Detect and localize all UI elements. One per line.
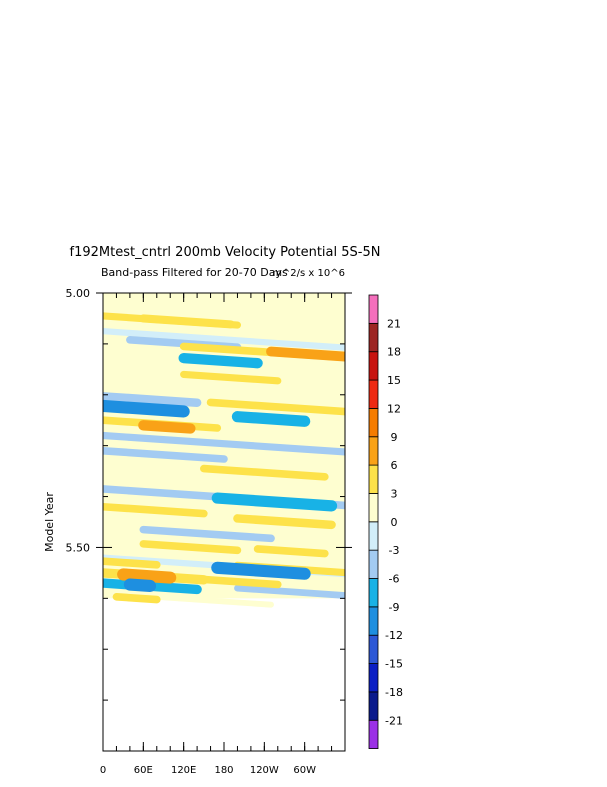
y-tick-label: 5.00 bbox=[66, 287, 91, 300]
contour-band bbox=[139, 314, 235, 329]
contour-band bbox=[211, 561, 311, 580]
x-tick-label: 60W bbox=[293, 765, 316, 776]
contour-band bbox=[103, 399, 190, 418]
contour-band bbox=[253, 545, 329, 558]
contour-band bbox=[103, 392, 202, 407]
legend-label: 9 bbox=[391, 431, 398, 444]
contour-band bbox=[103, 431, 345, 456]
contour-band bbox=[206, 398, 345, 416]
contour-band bbox=[103, 502, 208, 518]
x-tick-label: 60E bbox=[134, 765, 153, 776]
contour-band bbox=[103, 328, 345, 351]
legend-swatch bbox=[368, 493, 379, 523]
legend-swatch bbox=[368, 606, 379, 636]
legend-swatch bbox=[368, 521, 379, 551]
legend-swatch bbox=[368, 691, 379, 721]
contour-band bbox=[103, 519, 345, 541]
contour-band bbox=[103, 302, 345, 324]
contour-field bbox=[103, 293, 345, 608]
legend-label: -9 bbox=[389, 601, 400, 614]
x-tick-label: 0 bbox=[100, 765, 106, 776]
legend-label: -21 bbox=[385, 714, 403, 727]
legend-swatch bbox=[368, 351, 379, 381]
legend-swatch bbox=[368, 379, 379, 409]
legend-label: -6 bbox=[389, 573, 400, 586]
contour-band bbox=[112, 593, 161, 604]
legend-swatch bbox=[368, 436, 379, 466]
legend-label: 6 bbox=[391, 459, 398, 472]
chart-title: f192Mtest_cntrl 200mb Velocity Potential… bbox=[70, 245, 381, 260]
legend-label: -15 bbox=[385, 658, 403, 671]
legend-swatch bbox=[368, 578, 379, 608]
x-tick-label: 120E bbox=[171, 765, 196, 776]
chart-subtitle: Band-pass Filtered for 20-70 Days bbox=[101, 266, 288, 279]
legend-swatch bbox=[368, 464, 379, 494]
contour-band bbox=[266, 346, 345, 362]
color-legend: -21 -18 -15 -12 -9 -6 -3 0 3 6 9 12 15 18 21 bbox=[368, 294, 403, 750]
y-axis-label: Model Year bbox=[43, 492, 56, 552]
contour-band bbox=[139, 540, 242, 555]
legend-label: -3 bbox=[389, 544, 400, 557]
legend-label: 3 bbox=[391, 487, 398, 500]
legend-swatch bbox=[368, 322, 379, 353]
contour-band bbox=[103, 379, 345, 401]
legend-label: 0 bbox=[391, 516, 398, 529]
x-tick-label: 180 bbox=[214, 765, 233, 776]
contour-band bbox=[139, 525, 275, 543]
legend-swatch bbox=[368, 294, 379, 324]
legend-label: 12 bbox=[387, 402, 401, 415]
axes: 0 60E 120E 180 120W 60W 5.00 5.50 bbox=[66, 287, 352, 776]
contour-band bbox=[233, 514, 336, 530]
legend-swatch bbox=[368, 663, 379, 693]
contour-band bbox=[117, 568, 177, 584]
contour-band bbox=[138, 420, 196, 434]
contour-band bbox=[200, 464, 329, 481]
legend-label: 15 bbox=[387, 374, 401, 387]
contour-band bbox=[193, 575, 282, 589]
legend-label: 21 bbox=[387, 317, 401, 330]
contour-band bbox=[103, 446, 228, 463]
legend-label: -12 bbox=[385, 629, 403, 642]
contour-band bbox=[178, 352, 263, 369]
legend-label: -18 bbox=[385, 686, 403, 699]
units-label: m^2/s x 10^6 bbox=[272, 268, 345, 279]
legend-swatch bbox=[368, 407, 379, 438]
contour-band bbox=[234, 584, 345, 599]
legend-swatch bbox=[368, 719, 379, 750]
legend-swatch bbox=[368, 634, 379, 664]
x-tick-label: 120W bbox=[250, 765, 279, 776]
contour-band bbox=[231, 411, 311, 427]
contour-band bbox=[103, 557, 161, 569]
plot-area bbox=[103, 293, 345, 608]
legend-label: 18 bbox=[387, 346, 401, 359]
y-tick-label: 5.50 bbox=[66, 541, 91, 554]
contour-band bbox=[123, 578, 157, 593]
contour-band bbox=[180, 370, 282, 385]
legend-swatch bbox=[368, 549, 379, 579]
contour-band bbox=[211, 492, 338, 512]
